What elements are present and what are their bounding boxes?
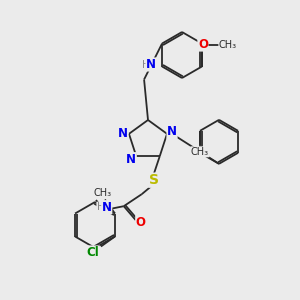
- Text: N: N: [167, 125, 177, 138]
- Text: H: H: [97, 202, 105, 212]
- Text: N: N: [146, 58, 156, 71]
- Text: CH₃: CH₃: [191, 147, 209, 157]
- Text: CH₃: CH₃: [219, 40, 237, 50]
- Text: H: H: [142, 59, 150, 70]
- Text: S: S: [149, 173, 159, 187]
- Text: N: N: [126, 153, 136, 166]
- Text: O: O: [198, 38, 208, 51]
- Text: O: O: [136, 216, 146, 229]
- Text: N: N: [118, 127, 128, 140]
- Text: N: N: [102, 201, 112, 214]
- Text: Cl: Cl: [86, 246, 99, 259]
- Text: CH₃: CH₃: [94, 188, 112, 197]
